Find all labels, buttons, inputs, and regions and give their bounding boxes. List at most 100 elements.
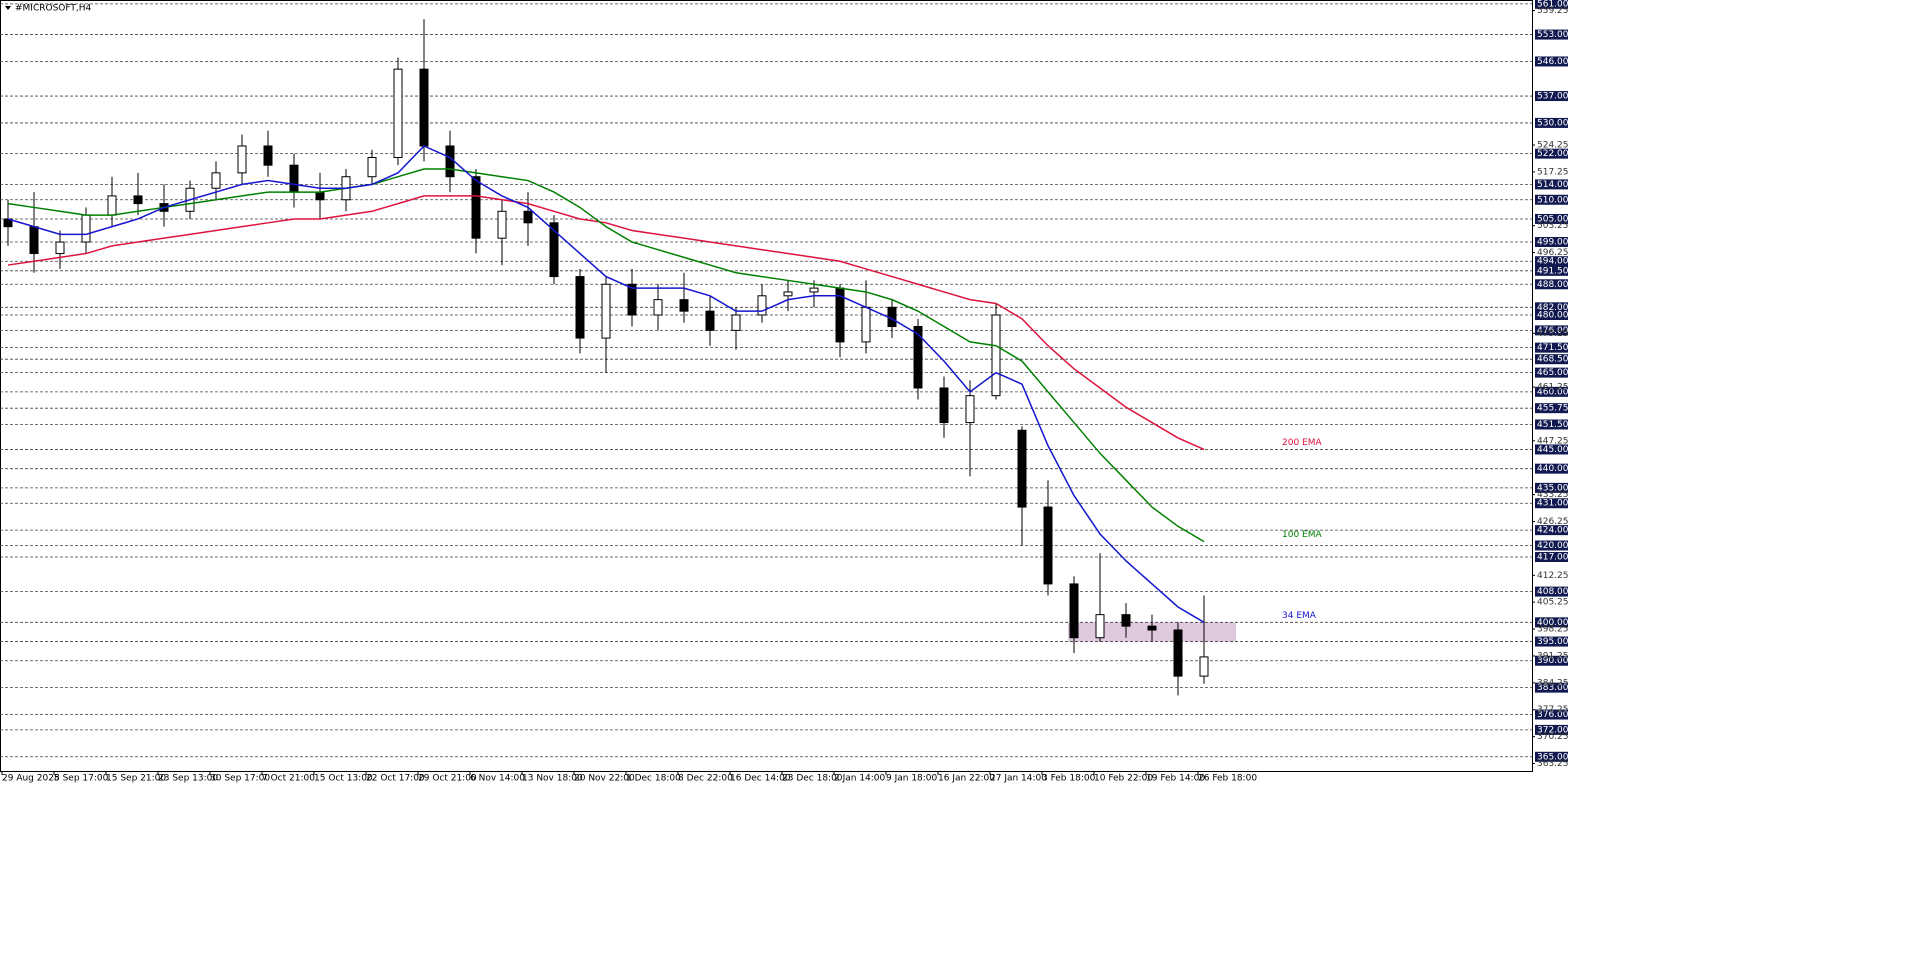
x-tick-label: 8 Dec 22:00 [678,774,733,784]
level-label-box [1535,29,1568,40]
level-label: 471.50 [1537,343,1569,353]
level-label: 431.00 [1537,499,1569,509]
level-label: 499.00 [1537,238,1569,248]
level-label: 522.00 [1537,149,1569,159]
candle-body [1017,429,1027,508]
level-label-box [1535,540,1568,551]
candle-body [913,326,923,389]
candle-body [861,306,871,343]
x-tick-label: 19 Feb 14:00 [1146,774,1205,784]
level-label: 510.00 [1537,195,1569,205]
y-tick-label: 412.25 [1537,571,1569,581]
y-tick-label: 503.25 [1537,221,1569,231]
level-label: 408.00 [1537,587,1569,597]
candle-body [705,310,715,331]
candle-body [939,387,949,424]
level-label-box [1535,367,1568,378]
chart-title: #MICROSOFT,H4 [15,4,92,14]
level-label: 553.00 [1537,30,1569,40]
y-tick-label: 496.25 [1537,248,1569,258]
x-tick-label: 9 Jan 18:00 [886,774,938,784]
level-label: 494.00 [1537,257,1569,267]
level-label-box [1535,56,1568,67]
candle-body [809,287,819,293]
candle-body [133,195,143,205]
level-label: 491.50 [1537,266,1569,276]
level-label-box [1535,213,1568,224]
candle-body [991,314,1001,397]
candle-body [367,157,377,178]
level-label-box [1535,552,1568,563]
x-tick-label: 2 Jan 14:00 [834,774,886,784]
x-tick-label: 20 Nov 22:00 [574,774,635,784]
candle-body [497,210,507,239]
level-label-box [1535,403,1568,414]
level-label-box [1535,482,1568,493]
x-tick-label: 22 Oct 17:00 [366,774,425,784]
level-label: 440.00 [1537,464,1569,474]
candle-body [81,214,91,243]
candle-body [419,68,429,147]
candle-body [601,283,611,339]
y-tick-label: 524.25 [1537,141,1569,151]
level-label: 365.00 [1537,752,1569,762]
x-tick-label: 23 Dec 18:00 [782,774,843,784]
level-label-box [1535,498,1568,509]
y-tick-label: 384.25 [1537,678,1569,688]
level-label-box [1535,386,1568,397]
candle-body [445,145,455,178]
level-label: 420.00 [1537,541,1569,551]
x-tick-label: 16 Dec 14:00 [730,774,791,784]
y-tick-label: 363.25 [1537,759,1569,769]
x-tick-label: 10 Feb 22:00 [1094,774,1153,784]
ema-line [7,168,1205,543]
level-label: 530.00 [1537,118,1569,128]
level-label: 417.00 [1537,553,1569,563]
level-label-box [1535,636,1568,647]
x-tick-label: 30 Sep 17:00 [210,774,270,784]
candle-body [1069,583,1079,639]
candle-body [1043,506,1053,585]
level-label: 455.75 [1537,404,1569,414]
ema-line [7,145,1205,623]
x-tick-label: 23 Sep 13:00 [158,774,218,784]
candle-body [757,295,767,316]
x-tick-label: 29 Aug 2025 [2,774,60,784]
x-tick-label: 29 Oct 21:00 [418,774,477,784]
level-label: 465.00 [1537,368,1569,378]
level-label-box [1535,179,1568,190]
y-tick-label: 405.25 [1537,598,1569,608]
ema-label: 200 EMA [1282,438,1322,448]
x-tick-label: 27 Jan 14:00 [990,774,1047,784]
candle-body [107,195,117,216]
level-label: 460.00 [1537,387,1569,397]
y-tick-label: 433.25 [1537,490,1569,500]
x-tick-label: 8 Sep 17:00 [54,774,109,784]
level-label-box [1535,342,1568,353]
level-label-box [1535,709,1568,720]
level-label: 376.00 [1537,710,1569,720]
level-label: 395.00 [1537,637,1569,647]
y-tick-label: 398.25 [1537,625,1569,635]
level-label-box [1535,463,1568,474]
y-tick-label: 370.25 [1537,732,1569,742]
level-label-box [1535,682,1568,693]
candle-body [211,172,221,189]
candle-body [263,145,273,166]
level-label-box [1535,444,1568,455]
candle-body [393,68,403,159]
level-label: 400.00 [1537,618,1569,628]
y-tick-label: 391.25 [1537,651,1569,661]
candle-body [1173,629,1183,677]
candle-body [783,291,793,297]
candle-body [289,164,299,193]
y-tick-label: 461.25 [1537,383,1569,393]
y-tick-label: 377.25 [1537,705,1569,715]
level-label-box [1535,265,1568,276]
level-label: 514.00 [1537,180,1569,190]
title-arrow [5,6,11,10]
candle-body [549,222,559,278]
level-label: 505.00 [1537,214,1569,224]
level-label: 488.00 [1537,280,1569,290]
